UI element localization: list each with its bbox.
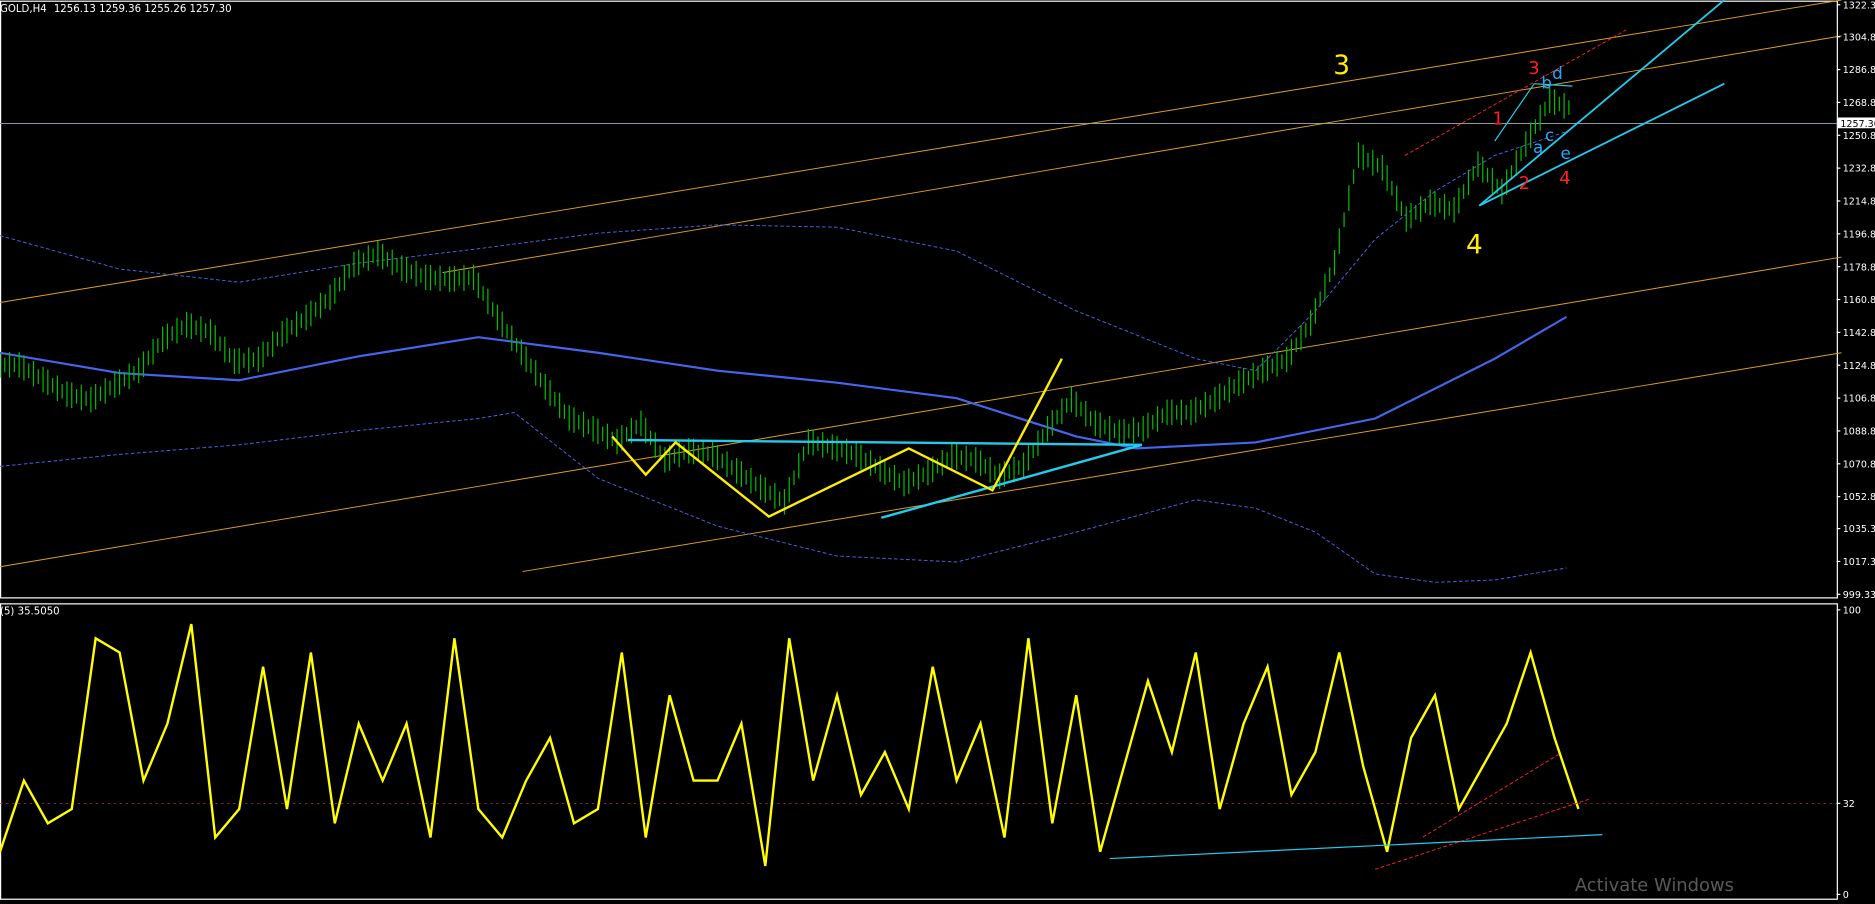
- neckline-trendline: [627, 438, 1142, 447]
- wave-label-abc: c: [1545, 125, 1554, 145]
- price-tick-label: 1232.83: [1843, 164, 1875, 175]
- price-tick-label: 1070.83: [1843, 459, 1875, 470]
- price-tick-label: 1052.83: [1843, 492, 1875, 503]
- channel-line: [522, 352, 1842, 573]
- wave-label-abc: d: [1552, 63, 1563, 83]
- price-tick-label: 1106.83: [1843, 394, 1875, 405]
- price-tick-label: 1250.83: [1843, 131, 1875, 142]
- wave-label-minor: 2: [1519, 173, 1530, 194]
- symbol-header: GOLD,H4 1256.13 1259.36 1255.26 1257.30: [0, 4, 232, 15]
- price-tick-label: 1088.83: [1843, 427, 1875, 438]
- wave-label-minor: 1: [1492, 108, 1503, 129]
- channel-line: [442, 35, 1842, 274]
- upper-band-line: [0, 131, 1567, 372]
- price-tick-label: 999.33: [1843, 590, 1875, 601]
- channel-line: [0, 0, 1842, 304]
- oscillator-tick-label: 100: [1843, 605, 1861, 616]
- price-tick-label: 1124.83: [1843, 361, 1875, 372]
- oscillator-trendline: [1109, 834, 1603, 860]
- oscillator-dashed-line: [1375, 798, 1591, 870]
- current-price-tag: [1837, 117, 1875, 129]
- activate-windows-watermark: Activate Windows: [1575, 875, 1734, 896]
- wave-zigzag-arrow: [611, 358, 1063, 518]
- wave-label-abc: e: [1561, 143, 1571, 163]
- triangle-line: [1494, 83, 1535, 142]
- price-tick-label: 1304.83: [1843, 32, 1875, 43]
- wave-label-minor: 3: [1528, 58, 1539, 79]
- oscillator-tick-label: 0: [1843, 890, 1849, 901]
- price-tick-label: 1035.33: [1843, 524, 1875, 535]
- wedge-upper-line: [1478, 0, 1725, 207]
- oscillator-plot[interactable]: [0, 623, 1837, 870]
- price-tick-label: 1017.33: [1843, 557, 1875, 568]
- price-tick-label: 1286.83: [1843, 65, 1875, 76]
- oscillator-line: [0, 623, 1580, 867]
- channel-line: [0, 256, 1842, 568]
- triangle-line: [1534, 83, 1573, 87]
- price-tick-label: 1142.83: [1843, 328, 1875, 339]
- price-tick-label: 1178.83: [1843, 262, 1875, 273]
- lower-band-line: [0, 412, 1567, 583]
- current-price-label: 1257.30: [1840, 119, 1875, 130]
- price-tick-label: 1268.83: [1843, 98, 1875, 109]
- indicator-frame: [0, 603, 1838, 900]
- price-axis: 1322.33 1304.83 1286.83 1268.83 1250.83 1232.…: [1836, 0, 1875, 601]
- wave-label-abc: b: [1541, 72, 1552, 92]
- price-tick-label: 1196.83: [1843, 229, 1875, 240]
- wave-label-minor: 4: [1559, 168, 1570, 189]
- price-tick-label: 1214.83: [1843, 197, 1875, 208]
- moving-average-line: [0, 315, 1568, 450]
- wave-label-abc: a: [1533, 137, 1543, 157]
- wedge-lower-line: [1478, 82, 1725, 207]
- oscillator-dashed-line: [1422, 752, 1561, 838]
- oscillator-tick-label: 32: [1843, 799, 1855, 810]
- oscillator-axis: 100 32 0: [1836, 605, 1861, 901]
- wave-label-3: 3: [1333, 51, 1350, 81]
- price-tick-label: 1322.33: [1843, 0, 1875, 11]
- indicator-header: (5) 35.5050: [0, 607, 60, 618]
- wave-label-4: 4: [1466, 231, 1483, 261]
- rising-trendline: [880, 443, 1143, 519]
- channel-dashed-line: [1404, 29, 1627, 156]
- price-tick-label: 1160.83: [1843, 295, 1875, 306]
